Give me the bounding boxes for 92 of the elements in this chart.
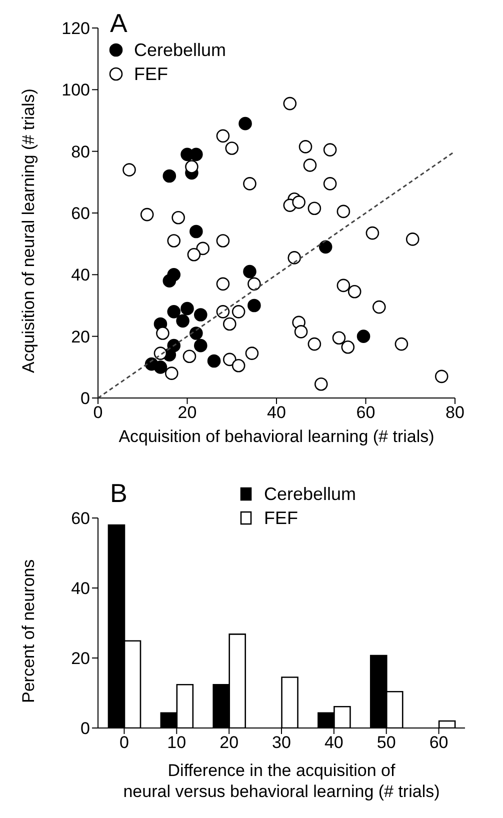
point (176, 314, 190, 328)
x-tick-label: 20 (178, 403, 197, 422)
point (162, 169, 176, 183)
point (283, 96, 297, 110)
point (156, 326, 170, 340)
point (394, 337, 408, 351)
point (298, 140, 312, 154)
point (288, 251, 301, 264)
point (248, 298, 261, 312)
y-tick-label: 60 (71, 204, 90, 224)
point (180, 302, 194, 316)
point (341, 340, 355, 354)
point (182, 350, 196, 364)
y-tick-label: 120 (62, 19, 90, 38)
point (194, 308, 208, 322)
point (294, 325, 308, 338)
point (190, 148, 203, 162)
y-tick-label: 20 (71, 649, 90, 668)
point (243, 264, 256, 278)
chart-title: B (110, 478, 128, 509)
point (308, 337, 322, 351)
point (172, 210, 185, 224)
y-tick-label: 40 (71, 266, 90, 285)
point (216, 234, 230, 248)
x-tick-label: 60 (429, 733, 448, 752)
y-tick-label: 0 (80, 719, 90, 738)
point (243, 177, 256, 190)
point (303, 158, 317, 172)
point (314, 377, 328, 391)
point (292, 196, 306, 209)
y-tick-label: 0 (80, 389, 90, 408)
point (164, 366, 178, 380)
x-tick-label: 50 (376, 733, 396, 752)
point (167, 305, 181, 318)
x-tick-label: 0 (93, 403, 103, 422)
legend-label: FEF (134, 63, 168, 86)
point (318, 240, 332, 254)
x-tick-label: 60 (356, 403, 376, 422)
legend-label: Cerebellum (134, 39, 226, 62)
point (348, 284, 362, 298)
x-tick-label: 40 (324, 733, 344, 752)
y-tick-label: 20 (71, 327, 90, 346)
x-tick-label: 30 (272, 733, 291, 752)
y-tick-label: 80 (71, 142, 90, 162)
point (216, 129, 230, 143)
point (185, 160, 198, 174)
point (190, 224, 203, 238)
point (336, 278, 350, 292)
point (372, 300, 386, 314)
x-axis-title: Difference in the acquisition of neural versus behavioral learning (# trials) (123, 761, 440, 801)
point (194, 338, 208, 352)
point (323, 143, 337, 156)
point (222, 317, 236, 331)
x-tick-label: 20 (220, 733, 239, 752)
y-axis-title: Percent of neurons (19, 559, 38, 703)
point (336, 204, 350, 218)
x-axis-title: Acquisition of behavioral learning (# trials) (118, 427, 434, 446)
point (196, 242, 210, 256)
point (167, 234, 181, 248)
point (225, 142, 239, 155)
y-tick-label: 100 (62, 80, 90, 100)
point (154, 360, 168, 374)
point (238, 116, 252, 130)
point (323, 177, 337, 190)
x-tick-label: 10 (167, 733, 186, 752)
point (356, 330, 370, 343)
point (122, 163, 136, 176)
point (308, 202, 322, 216)
legend-label: Cerebellum (264, 483, 356, 506)
y-tick-label: 60 (71, 509, 90, 528)
x-tick-label: 0 (119, 733, 129, 752)
point (406, 232, 420, 246)
point (154, 346, 168, 360)
y-axis-title: Acquisition of neural learning (# trials) (19, 88, 38, 373)
point (434, 370, 448, 384)
point (245, 346, 259, 360)
point (216, 277, 230, 291)
point (248, 277, 261, 291)
point (222, 352, 236, 366)
chart-title: A (110, 8, 128, 39)
point (187, 248, 201, 262)
point (162, 274, 176, 288)
point (207, 354, 221, 368)
point (332, 331, 346, 345)
legend-label: FEF (264, 507, 298, 530)
point (140, 208, 154, 222)
x-tick-label: 40 (267, 403, 286, 422)
y-tick-label: 40 (71, 579, 90, 598)
point (232, 305, 246, 318)
point (232, 358, 246, 372)
point (366, 226, 380, 240)
x-tick-label: 80 (446, 403, 464, 422)
